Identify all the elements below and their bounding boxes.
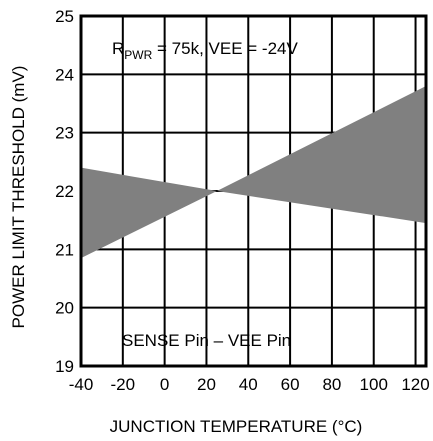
x-axis-label: JUNCTION TEMPERATURE (°C): [110, 417, 363, 436]
y-tick-label: 19: [55, 357, 74, 376]
y-tick-label: 20: [55, 299, 74, 318]
x-tick-label: 40: [239, 375, 258, 394]
pin-annotation: SENSE Pin – VEE Pin: [122, 331, 291, 350]
y-tick-label: 25: [55, 7, 74, 26]
y-tick-label: 21: [55, 240, 74, 259]
condition-rest: = 75k, VEE = -24V: [152, 39, 298, 58]
y-tick-label: 24: [55, 65, 74, 84]
y-tick-label: 23: [55, 124, 74, 143]
y-tick-label: 22: [55, 182, 74, 201]
y-axis-label: POWER LIMIT THRESHOLD (mV): [9, 66, 28, 329]
x-tick-label: 80: [322, 375, 341, 394]
x-tick-label: -40: [69, 375, 94, 394]
x-tick-label: 0: [160, 375, 169, 394]
x-tick-label: -20: [111, 375, 136, 394]
x-tick-label: 100: [360, 375, 388, 394]
condition-annotation: RPWR = 75k, VEE = -24V: [112, 39, 298, 62]
plot-frame: [79, 14, 428, 368]
x-tick-label: 120: [401, 375, 429, 394]
condition-subscript: PWR: [124, 48, 152, 62]
tick-labels: -40 -20 0 20 40 60 80 100 120 19 20 21 22 23 24 25: [55, 7, 430, 394]
x-tick-label: 20: [197, 375, 216, 394]
x-tick-label: 60: [281, 375, 300, 394]
threshold-band: [81, 86, 426, 259]
condition-prefix: R: [112, 39, 124, 58]
